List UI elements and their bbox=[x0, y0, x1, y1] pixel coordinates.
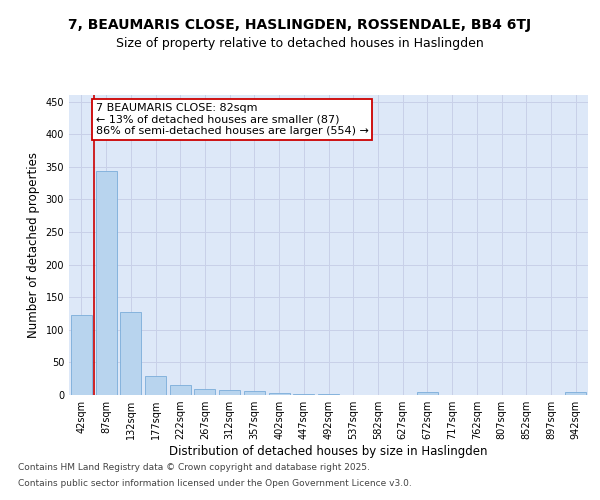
Bar bbox=[293, 394, 314, 395]
Bar bbox=[565, 392, 586, 395]
Y-axis label: Number of detached properties: Number of detached properties bbox=[27, 152, 40, 338]
Bar bbox=[120, 312, 141, 395]
Bar bbox=[244, 391, 265, 395]
Text: Size of property relative to detached houses in Haslingden: Size of property relative to detached ho… bbox=[116, 38, 484, 51]
Text: 7 BEAUMARIS CLOSE: 82sqm
← 13% of detached houses are smaller (87)
86% of semi-d: 7 BEAUMARIS CLOSE: 82sqm ← 13% of detach… bbox=[95, 103, 368, 136]
Text: Contains HM Land Registry data © Crown copyright and database right 2025.: Contains HM Land Registry data © Crown c… bbox=[18, 464, 370, 472]
Bar bbox=[71, 316, 92, 395]
Bar bbox=[194, 389, 215, 395]
Bar bbox=[95, 172, 116, 395]
Bar bbox=[417, 392, 438, 395]
Bar bbox=[318, 394, 339, 395]
X-axis label: Distribution of detached houses by size in Haslingden: Distribution of detached houses by size … bbox=[169, 445, 488, 458]
Bar bbox=[145, 376, 166, 395]
Bar bbox=[269, 393, 290, 395]
Text: 7, BEAUMARIS CLOSE, HASLINGDEN, ROSSENDALE, BB4 6TJ: 7, BEAUMARIS CLOSE, HASLINGDEN, ROSSENDA… bbox=[68, 18, 532, 32]
Bar bbox=[219, 390, 240, 395]
Text: Contains public sector information licensed under the Open Government Licence v3: Contains public sector information licen… bbox=[18, 478, 412, 488]
Bar bbox=[170, 385, 191, 395]
